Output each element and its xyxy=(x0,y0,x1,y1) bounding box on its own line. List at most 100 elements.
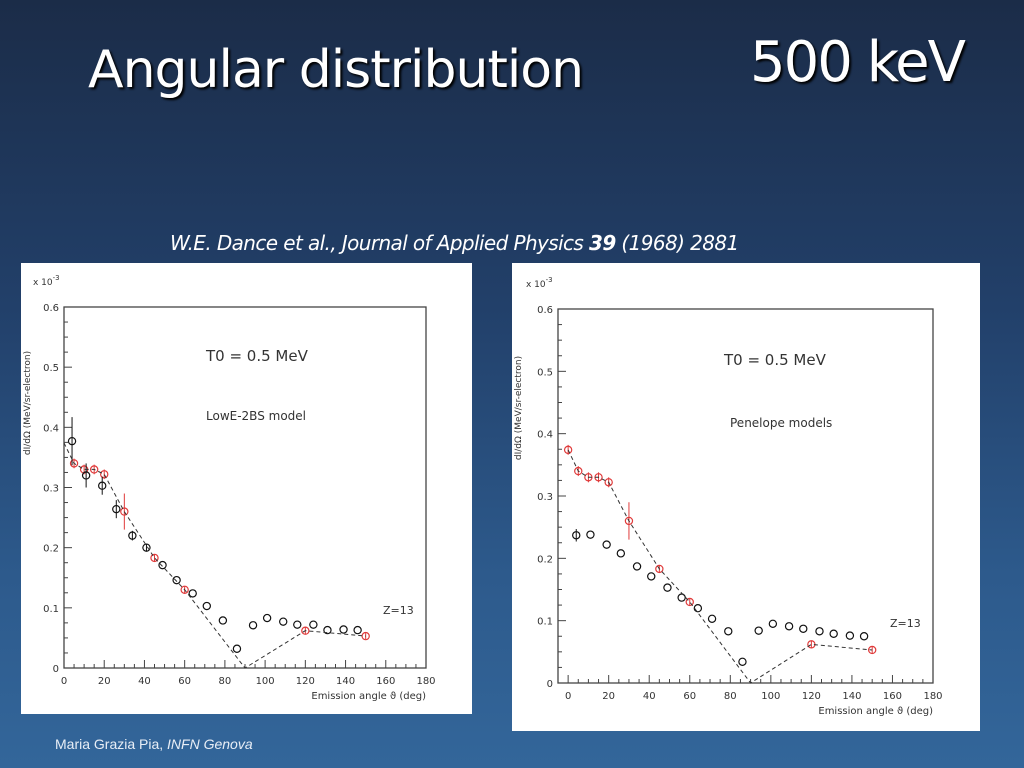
x-tick-label: 120 xyxy=(296,676,315,687)
slide-title: Angular distribution xyxy=(88,40,584,100)
simulation-point xyxy=(142,543,151,552)
x-axis-label: Emission angle ϑ (deg) xyxy=(311,691,426,702)
simulation-point xyxy=(218,616,228,625)
simulation-point xyxy=(586,530,595,539)
experiment-point xyxy=(100,470,109,479)
experiment-point xyxy=(150,553,159,563)
experiment-point xyxy=(604,478,613,487)
material-label: Z=13 xyxy=(383,604,414,617)
x-tick-label: 60 xyxy=(178,676,191,687)
simulation-point xyxy=(81,471,91,480)
x-tick-label: 100 xyxy=(761,691,780,702)
experiment-point xyxy=(867,645,877,655)
footer-institution: INFN Genova xyxy=(167,736,253,752)
model-label: LowE-2BS model xyxy=(206,409,306,423)
y-tick-label: 0.1 xyxy=(43,604,59,615)
energy-annotation: T0 = 0.5 MeV xyxy=(723,351,827,369)
experiment-point xyxy=(120,507,129,516)
x-tick-label: 120 xyxy=(802,691,821,702)
simulation-point xyxy=(859,632,869,641)
y-tick-label: 0.5 xyxy=(43,363,59,374)
simulation-point xyxy=(693,604,703,613)
energy-label: 500 keV xyxy=(750,30,966,95)
simulation-point xyxy=(98,481,107,490)
simulation-point xyxy=(707,614,717,623)
simulation-point xyxy=(815,627,824,636)
y-tick-label: 0.2 xyxy=(537,554,553,565)
simulation-point xyxy=(202,601,211,611)
reference-citation: W.E. Dance et al., Journal of Applied Ph… xyxy=(170,231,739,255)
multiplier-exponent: -3 xyxy=(546,276,553,284)
y-multiplier: x 10-3 xyxy=(33,274,60,288)
simulation-point xyxy=(248,621,258,630)
x-tick-label: 80 xyxy=(724,691,737,702)
x-tick-label: 40 xyxy=(138,676,151,687)
simulation-point xyxy=(172,575,181,585)
simulation-point xyxy=(309,620,318,629)
experiment-point xyxy=(655,564,664,574)
simulation-point xyxy=(768,619,778,628)
simulation-point xyxy=(829,629,838,638)
simulation-point xyxy=(724,627,733,636)
simulation-point xyxy=(572,531,581,540)
experiment-point xyxy=(180,585,189,594)
simulation-point xyxy=(188,589,197,598)
x-tick-label: 100 xyxy=(256,676,275,687)
simulation-point xyxy=(339,625,348,634)
x-tick-label: 20 xyxy=(98,676,111,687)
y-axis-label: dI/dΩ (MeV/sr-electron) xyxy=(514,356,524,460)
simulation-point xyxy=(353,625,362,635)
x-axis-label: Emission angle ϑ (deg) xyxy=(818,706,933,717)
experiment-point xyxy=(563,445,573,455)
x-tick-label: 60 xyxy=(683,691,696,702)
footer-author: Maria Grazia Pia, xyxy=(55,736,168,752)
reference-volume: 39 xyxy=(589,231,616,255)
simulation-point xyxy=(128,531,137,540)
multiplier-base: x 10 xyxy=(526,280,546,290)
x-tick-label: 160 xyxy=(883,691,902,702)
material-label: Z=13 xyxy=(890,617,921,630)
chart-svg-penelope: 0 20 40 60 80 100 120 140 160 180 0 0.1 0.2 0.3 0.4 0.5… xyxy=(514,276,943,717)
reference-year-page: (1968) 2881 xyxy=(615,231,739,255)
experiment-point xyxy=(69,459,79,468)
simulation-point xyxy=(262,613,272,623)
simulation-point xyxy=(799,624,808,633)
multiplier-exponent: -3 xyxy=(53,274,60,282)
y-tick-label: 0 xyxy=(53,664,59,675)
x-tick-label: 140 xyxy=(842,691,861,702)
y-axis-label: dI/dΩ (MeV/sr-electron) xyxy=(23,351,33,455)
x-tick-label: 40 xyxy=(643,691,656,702)
y-tick-label: 0 xyxy=(547,679,553,690)
x-tick-label: 180 xyxy=(416,676,435,687)
simulation-point xyxy=(323,625,332,635)
model-label: Penelope models xyxy=(730,416,832,430)
simulation-point xyxy=(754,626,763,635)
chart-lowe-2bs: 0 20 40 60 80 100 120 140 160 180 0 0.1 0.2 0.3 0.4 0.5… xyxy=(21,263,472,714)
simulation-point xyxy=(293,620,302,629)
experiment-point xyxy=(89,465,99,474)
simulation-point xyxy=(112,504,121,514)
simulation-point xyxy=(279,617,288,626)
x-tick-label: 180 xyxy=(923,691,942,702)
y-multiplier: x 10-3 xyxy=(526,276,553,290)
y-tick-label: 0.3 xyxy=(537,492,553,503)
simulation-point xyxy=(158,560,167,570)
simulation-point xyxy=(845,631,855,640)
experiment-point xyxy=(301,626,310,635)
simulation-point xyxy=(663,583,672,592)
reference-authors: W.E. Dance et al., Journal of Applied Ph… xyxy=(170,231,590,255)
experiment-point xyxy=(594,473,603,482)
multiplier-base: x 10 xyxy=(33,278,53,288)
y-tick-label: 0.5 xyxy=(537,367,553,378)
x-tick-label: 0 xyxy=(61,676,67,687)
simulation-point xyxy=(602,540,611,549)
simulation-point xyxy=(632,562,642,571)
x-tick-label: 20 xyxy=(602,691,615,702)
y-tick-label: 0.4 xyxy=(537,430,553,441)
energy-annotation: T0 = 0.5 MeV xyxy=(205,347,309,365)
experiment-point xyxy=(624,516,634,526)
x-tick-label: 80 xyxy=(219,676,232,687)
y-tick-label: 0.3 xyxy=(43,484,59,495)
experiment-point xyxy=(685,597,694,607)
simulation-point xyxy=(738,657,747,667)
